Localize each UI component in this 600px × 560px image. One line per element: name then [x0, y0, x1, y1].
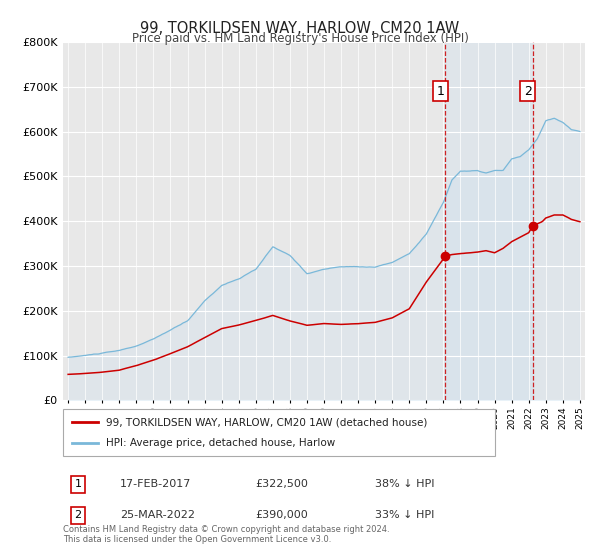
Text: 2: 2: [524, 85, 532, 98]
Text: 17-FEB-2017: 17-FEB-2017: [120, 479, 191, 489]
Text: Contains HM Land Registry data © Crown copyright and database right 2024.
This d: Contains HM Land Registry data © Crown c…: [63, 525, 389, 544]
Text: 1: 1: [437, 85, 445, 98]
Text: HPI: Average price, detached house, Harlow: HPI: Average price, detached house, Harl…: [106, 438, 335, 448]
Text: £390,000: £390,000: [255, 510, 308, 520]
Text: 33% ↓ HPI: 33% ↓ HPI: [375, 510, 434, 520]
Text: 2: 2: [74, 510, 82, 520]
Text: 1: 1: [74, 479, 82, 489]
Text: 99, TORKILDSEN WAY, HARLOW, CM20 1AW: 99, TORKILDSEN WAY, HARLOW, CM20 1AW: [140, 21, 460, 36]
Text: £322,500: £322,500: [255, 479, 308, 489]
Bar: [445, 42, 533, 400]
Text: 25-MAR-2022: 25-MAR-2022: [120, 510, 195, 520]
Text: 99, TORKILDSEN WAY, HARLOW, CM20 1AW (detached house): 99, TORKILDSEN WAY, HARLOW, CM20 1AW (de…: [106, 417, 428, 427]
FancyBboxPatch shape: [63, 409, 495, 456]
Text: 38% ↓ HPI: 38% ↓ HPI: [375, 479, 434, 489]
Text: Price paid vs. HM Land Registry's House Price Index (HPI): Price paid vs. HM Land Registry's House …: [131, 32, 469, 45]
